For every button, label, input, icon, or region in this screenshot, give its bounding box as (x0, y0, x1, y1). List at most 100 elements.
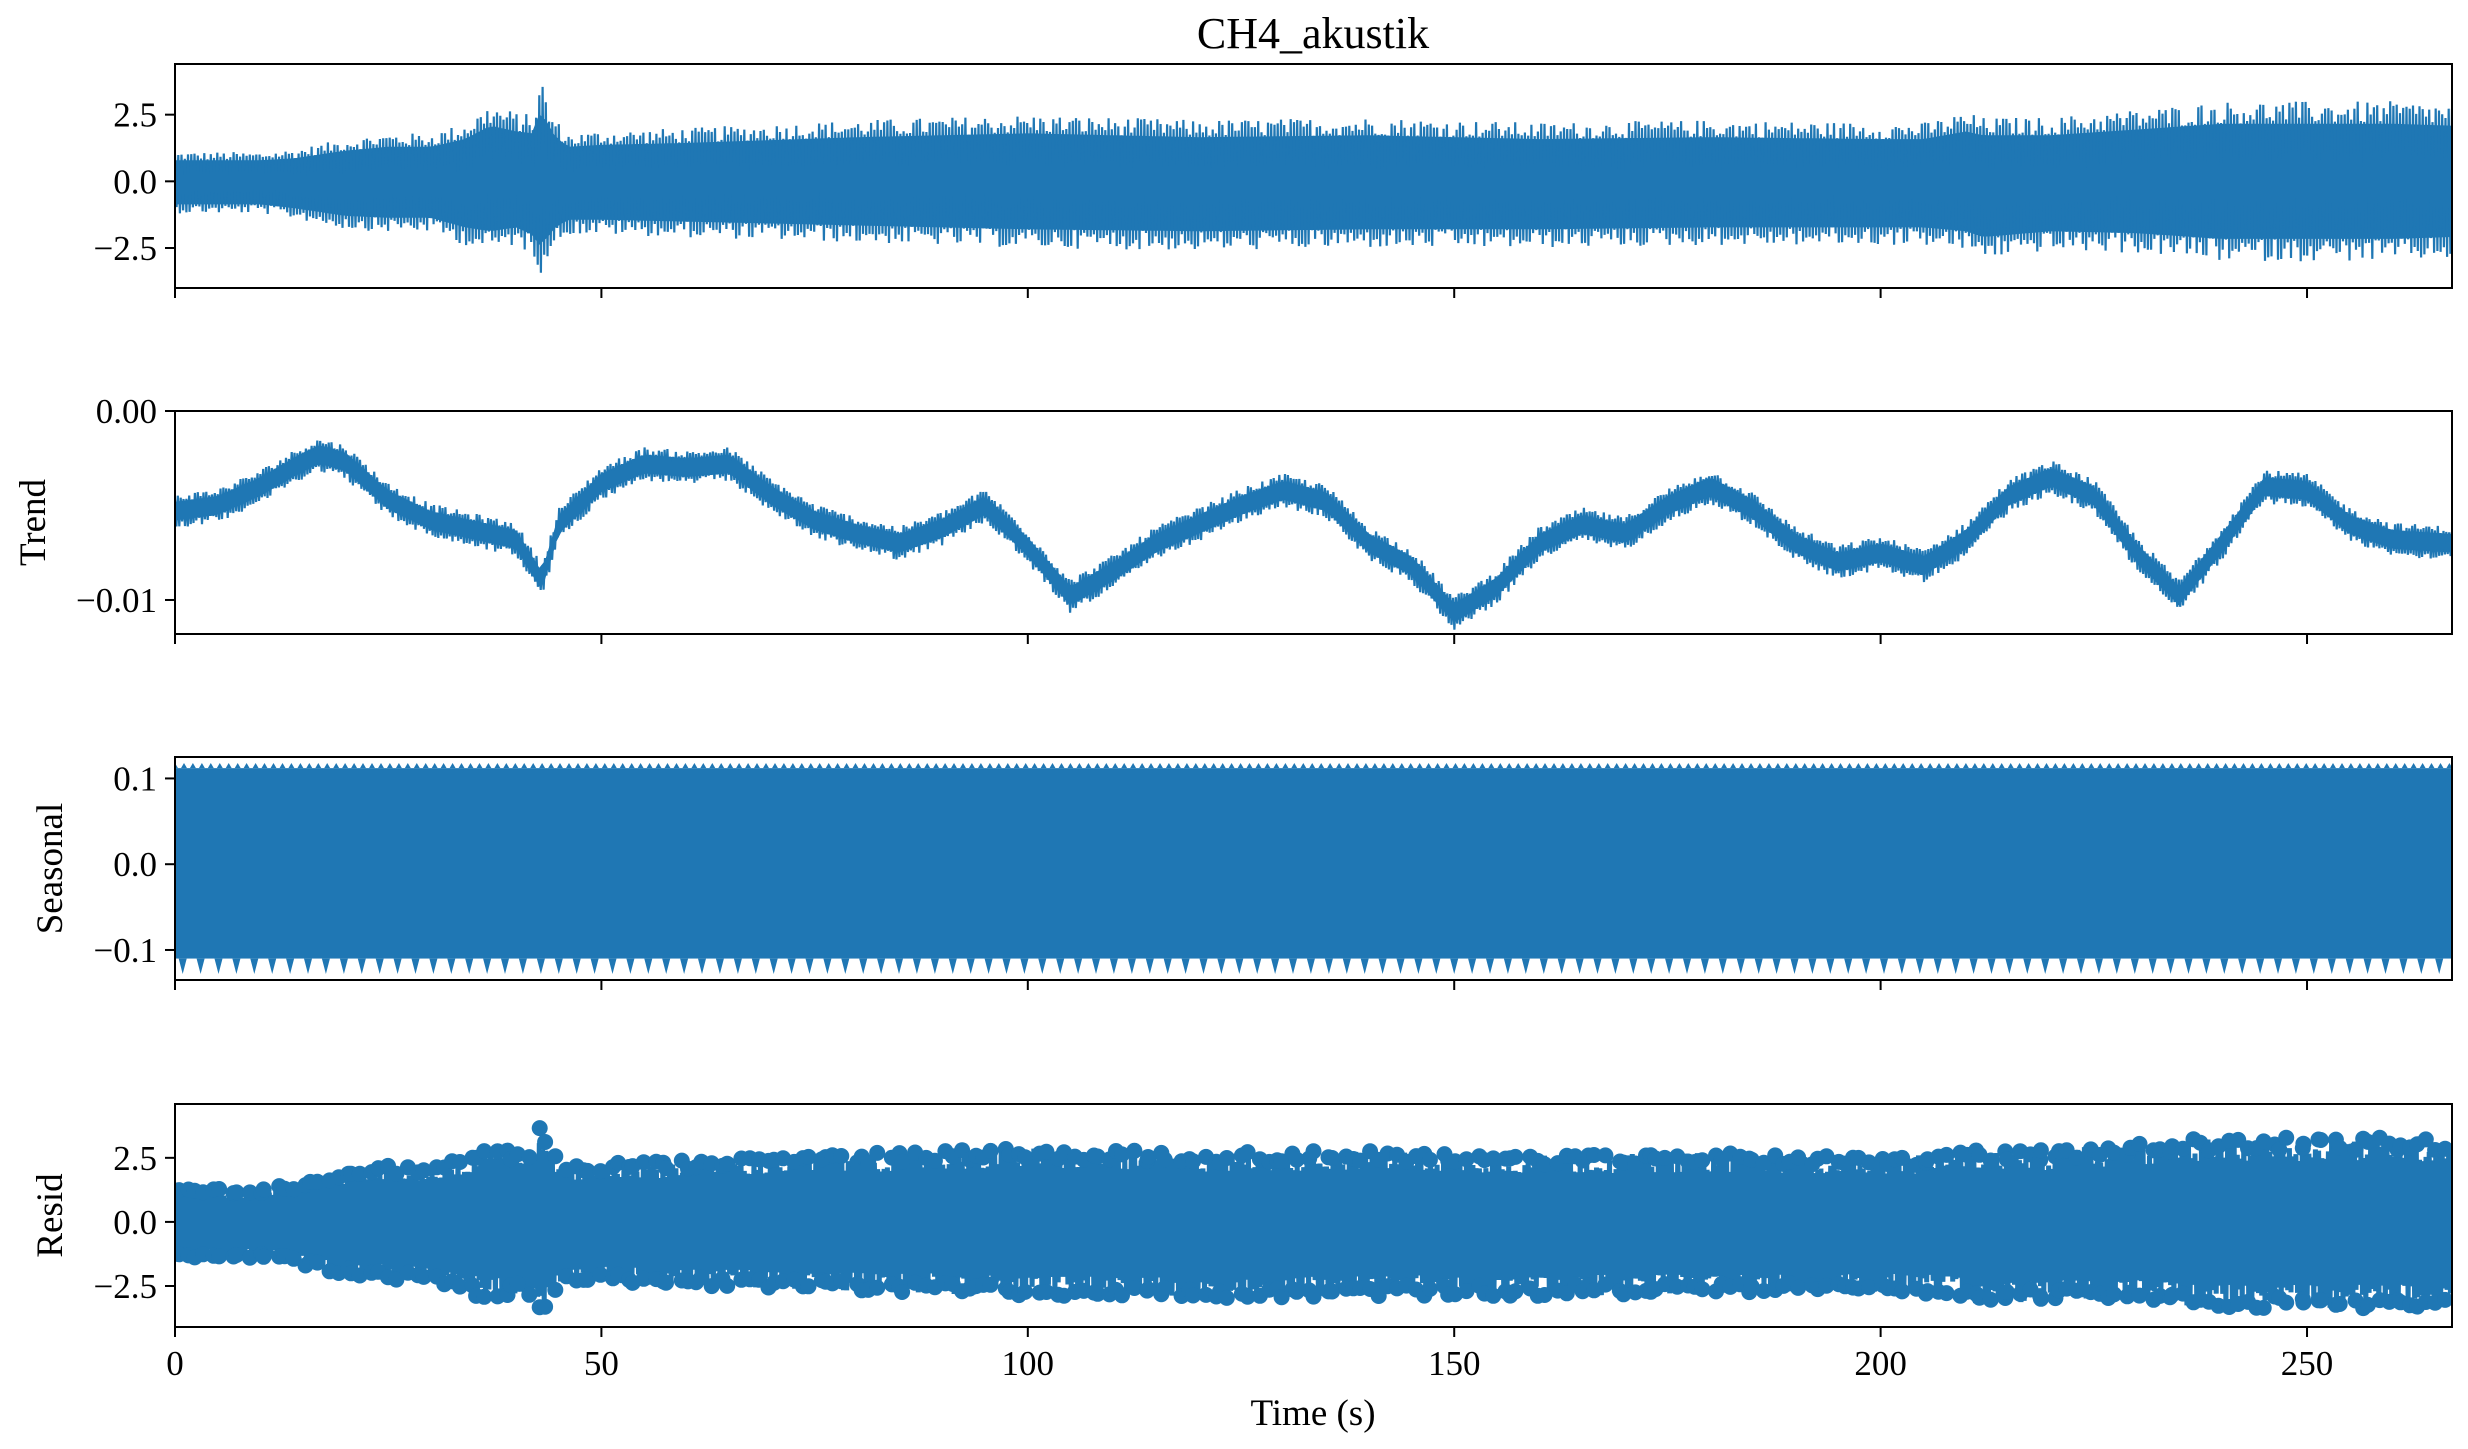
resid-point (1421, 1281, 1438, 1297)
resid-point (1156, 1151, 1173, 1168)
resid-point (1126, 1280, 1143, 1296)
x-tick-label: 200 (1854, 1344, 1907, 1383)
resid-point (592, 1266, 609, 1283)
resid-point (1038, 1143, 1055, 1160)
resid-point (521, 1286, 538, 1303)
resid-point (1218, 1150, 1235, 1166)
x-tick-label: 150 (1428, 1344, 1481, 1383)
resid-y-tick-label: 0.0 (113, 1203, 157, 1242)
resid-point (2312, 1292, 2329, 1309)
observed-y-tick-label: 2.5 (113, 96, 157, 135)
resid-point (1485, 1287, 1502, 1304)
panel-seasonal: 0.1 0.0 −0.1 Seasonal (30, 756, 2453, 990)
resid-point (1324, 1283, 1341, 1300)
observed-y-tick-label: −2.5 (94, 229, 158, 268)
resid-y-tick-label: −2.5 (94, 1267, 158, 1306)
resid-point (1615, 1154, 1632, 1171)
seasonal-y-tick-label: 0.1 (113, 759, 157, 798)
resid-axes-frame (174, 1103, 2453, 1328)
seasonal-y-axis-label: Seasonal (30, 803, 71, 935)
resid-point (635, 1270, 652, 1287)
resid-point (1352, 1152, 1369, 1169)
resid-point (509, 1275, 526, 1292)
trend-y-axis-label: Trend (13, 478, 54, 566)
resid-point (309, 1173, 326, 1190)
resid-point (1421, 1151, 1438, 1168)
resid-point (800, 1148, 817, 1165)
resid-point (351, 1165, 368, 1182)
resid-point (1288, 1151, 1305, 1168)
resid-point (1507, 1148, 1524, 1165)
resid-series (175, 1120, 2452, 1317)
resid-point (2106, 1286, 2122, 1303)
resid-point (537, 1298, 554, 1315)
resid-y-axis-label: Resid (30, 1173, 71, 1258)
resid-point (2417, 1131, 2434, 1148)
resid-point (1239, 1144, 1256, 1161)
resid-point (1938, 1146, 1955, 1163)
resid-point (1982, 1291, 1999, 1308)
resid-point (1185, 1287, 1202, 1304)
resid-point (2312, 1132, 2329, 1148)
resid-point (255, 1181, 272, 1198)
panel-observed: 2.5 0.0 −2.5 (94, 63, 2453, 298)
resid-point (1743, 1278, 1760, 1295)
resid-point (476, 1143, 493, 1160)
resid-point (537, 1134, 554, 1150)
resid-point (547, 1148, 564, 1165)
resid-point (2174, 1140, 2191, 1157)
resid-point (1017, 1149, 1034, 1166)
resid-point (2255, 1299, 2272, 1316)
resid-point (1656, 1276, 1673, 1293)
resid-point (1017, 1283, 1034, 1300)
resid-point (2131, 1135, 2148, 1152)
resid-point (1615, 1286, 1632, 1303)
resid-point (1140, 1149, 1157, 1165)
resid-point (635, 1154, 652, 1171)
trend-line (175, 440, 2452, 630)
resid-point (2271, 1141, 2288, 1158)
resid-point (309, 1254, 326, 1271)
resid-point (1755, 1154, 1772, 1171)
resid-point (658, 1160, 674, 1177)
observed-axes-frame (174, 63, 2453, 289)
seasonal-series (175, 763, 2452, 974)
resid-point (1861, 1279, 1877, 1296)
resid-point (451, 1154, 468, 1170)
seasonal-spikes (178, 958, 2444, 974)
resid-y-tick-label: 2.5 (113, 1139, 157, 1178)
resid-point (1586, 1147, 1602, 1163)
seasonal-band (175, 768, 2452, 959)
resid-point (1938, 1285, 1955, 1302)
trend-y-tick-label: 0.00 (96, 392, 157, 431)
resid-point (982, 1142, 999, 1159)
resid-point (1982, 1152, 1999, 1169)
resid-point (415, 1268, 432, 1285)
resid-point (2068, 1149, 2085, 1166)
resid-point (1114, 1287, 1130, 1304)
resid-point (2032, 1290, 2049, 1307)
resid-point (1998, 1151, 2015, 1168)
resid-point (1239, 1288, 1256, 1305)
resid-point (241, 1184, 258, 1201)
resid-point (1694, 1152, 1711, 1169)
resid-point (2331, 1139, 2348, 1156)
resid-point (1536, 1287, 1553, 1303)
seasonal-y-tick-label: 0.0 (113, 845, 157, 884)
panel-resid: 2.5 0.0 −2.50 50 100 150 200 250 Resid (30, 1103, 2453, 1383)
resid-point (1156, 1280, 1173, 1296)
seasonal-y-tick-label: −0.1 (94, 931, 158, 970)
resid-point (1694, 1281, 1711, 1298)
resid-point (579, 1271, 596, 1288)
resid-point (2295, 1294, 2312, 1311)
resid-point (833, 1148, 850, 1164)
resid-point (1597, 1276, 1614, 1293)
resid-point (2437, 1291, 2452, 1308)
resid-point (1894, 1149, 1911, 1166)
resid-point (211, 1181, 228, 1197)
resid-point (1656, 1149, 1673, 1166)
resid-point (228, 1247, 245, 1263)
resid-point (1818, 1277, 1835, 1294)
trend-y-tick-label: −0.01 (76, 581, 157, 620)
resid-point (1507, 1283, 1524, 1300)
